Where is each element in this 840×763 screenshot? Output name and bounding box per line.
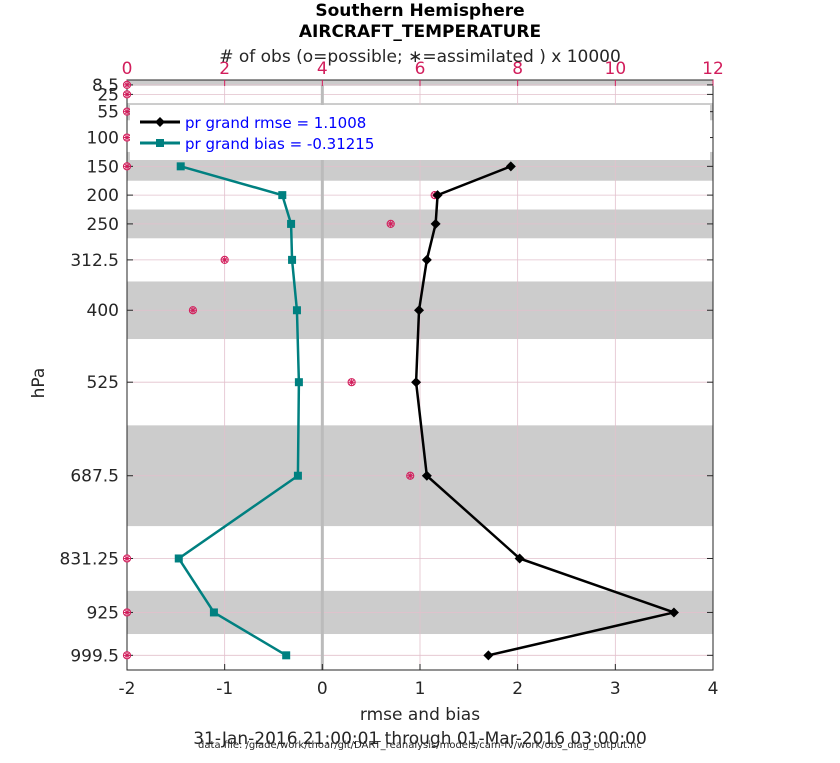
obs-possible-marker	[386, 219, 395, 229]
top-tick-label: 0	[122, 59, 133, 79]
bias-point	[174, 554, 183, 563]
obs-possible-marker	[122, 554, 132, 563]
obs-assimilated-marker	[406, 472, 414, 480]
y-tick-label: 312.5	[70, 251, 119, 271]
obs-possible-marker	[122, 90, 132, 99]
obs-assimilated-marker	[123, 651, 131, 659]
legend-bias-label: pr grand bias = -0.31215	[185, 135, 374, 153]
bias-point	[293, 471, 302, 480]
bias-point	[287, 219, 296, 228]
rmse-point	[432, 190, 443, 201]
rmse-point	[430, 218, 441, 229]
y-tick-label: 925	[87, 603, 119, 623]
y-tick-label: 525	[87, 373, 119, 393]
x-tick-label: 1	[415, 679, 426, 699]
y-tick-label: 999.5	[70, 646, 119, 666]
obs-assimilated-marker	[123, 108, 131, 116]
obs-possible-marker	[122, 80, 132, 89]
y-tick-label: 8.5	[92, 76, 119, 96]
bias-point	[288, 255, 297, 264]
rmse-point	[411, 377, 422, 388]
top-tick-label: 2	[219, 59, 230, 79]
x-tick-label: 3	[610, 679, 621, 699]
legend-bias-marker	[156, 139, 164, 147]
series-lines	[174, 161, 679, 661]
y-tick-label: 200	[87, 186, 119, 206]
obs-assimilated-marker	[123, 609, 131, 616]
y-axis-label: hPa	[29, 368, 49, 399]
tick-labels: -2 -1 0 1 2 3 40 2 4 6 8 10 128.52555100150200250312…	[60, 59, 724, 699]
obs-count-markers	[122, 80, 439, 660]
bias-point	[294, 378, 303, 387]
bias-point	[209, 608, 218, 617]
rmse-point	[421, 254, 432, 265]
obs-assimilated-marker	[123, 555, 131, 562]
rmse-point	[483, 650, 494, 661]
bias-point	[282, 651, 291, 660]
top-tick-label: 12	[702, 59, 724, 79]
chart-title: Southern Hemisphere	[315, 1, 524, 21]
bias-point	[278, 191, 287, 200]
x-axis-label: rmse and bias	[360, 705, 480, 725]
legend-box	[130, 105, 710, 160]
top-axis-label: # of obs (o=possible; ∗=assimilated ) x …	[219, 47, 621, 67]
obs-possible-marker	[406, 471, 415, 480]
x-tick-label: 0	[317, 679, 328, 699]
chart-subtitle: AIRCRAFT_TEMPERATURE	[299, 22, 541, 42]
y-tick-label: 100	[87, 129, 119, 149]
y-tick-label: 25	[97, 85, 119, 105]
y-tick-label: 150	[87, 157, 119, 177]
obs-assimilated-marker	[123, 90, 131, 98]
rmse-line	[414, 165, 679, 657]
obs-assimilated-marker	[123, 134, 131, 141]
obs-possible-marker	[220, 255, 229, 264]
top-tick-label: 4	[317, 59, 328, 79]
legend-rmse-marker	[155, 117, 165, 127]
x-tick-label: 4	[708, 679, 719, 699]
footer-data-file: data file: /glade/work/thoar/git/DART_re…	[198, 740, 642, 751]
bias-line	[177, 165, 301, 657]
y-tick-label: 55	[97, 103, 119, 123]
rmse-point	[505, 161, 516, 172]
obs-possible-marker	[347, 378, 356, 387]
top-tick-label: 8	[512, 59, 523, 79]
legend-rmse-label: pr grand rmse = 1.1008	[185, 114, 366, 132]
obs-assimilated-marker	[348, 378, 356, 386]
obs-possible-marker	[122, 651, 132, 660]
rmse-point	[421, 470, 432, 481]
x-tick-label: -1	[216, 679, 233, 699]
bias-point	[176, 162, 185, 171]
top-tick-label: 10	[605, 59, 627, 79]
y-tick-label: 400	[87, 301, 119, 321]
y-tick-label: 831.25	[60, 549, 119, 569]
top-tick-label: 6	[415, 59, 426, 79]
x-tick-label: 2	[512, 679, 523, 699]
footer-date-range: 31-Jan-2016 21:00:01 through 01-Mar-2016…	[193, 729, 647, 749]
obs-assimilated-marker	[123, 162, 131, 170]
x-tick-label: -2	[119, 679, 136, 699]
bias-point	[292, 306, 301, 315]
rmse-point	[514, 553, 525, 564]
obs-possible-marker	[122, 608, 132, 617]
y-tick-label: 250	[87, 215, 119, 235]
obs-assimilated-marker	[189, 306, 197, 314]
obs-possible-marker	[122, 162, 132, 171]
rmse-point	[668, 607, 679, 618]
obs-assimilated-marker	[123, 81, 131, 89]
obs-possible-marker	[188, 306, 198, 315]
rmse-point	[414, 305, 425, 316]
obs-assimilated-marker	[387, 220, 395, 228]
y-tick-label: 687.5	[70, 467, 119, 487]
legend: pr grand rmse = 1.1008 pr grand bias = -…	[130, 105, 710, 160]
obs-assimilated-marker	[221, 256, 229, 264]
